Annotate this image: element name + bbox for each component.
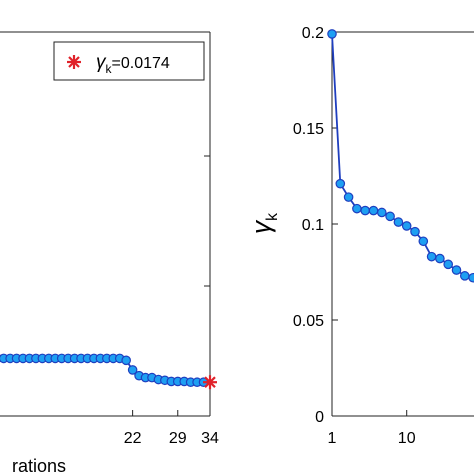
right-plot: 0 0.05 0.1 0.15 0.2 1 10 γk [246, 25, 474, 447]
legend-gamma: γ [96, 52, 107, 73]
right-series [327, 29, 474, 283]
right-data-point [393, 217, 404, 227]
left-x-tick-label: 29 [169, 430, 187, 447]
left-x-axis-label: rations [12, 456, 66, 474]
right-ylabel-gamma: γ [246, 219, 276, 234]
left-data-point [127, 365, 138, 375]
right-y-ticks: 0 0.05 0.1 0.15 0.2 [293, 25, 338, 426]
right-x-ticks: 1 10 [328, 410, 416, 447]
right-data-point [327, 29, 337, 39]
right-data-point [435, 253, 445, 264]
left-x-ticks: 22 29 34 [124, 410, 219, 447]
right-y-tick-label: 0.05 [293, 313, 324, 330]
right-data-point [352, 203, 362, 214]
right-ylabel-subscript: k [264, 212, 281, 221]
right-data-point [335, 178, 346, 189]
left-x-tick-label: 34 [201, 430, 219, 447]
highlight-asterisk-stroke [204, 376, 216, 388]
asterisk-icon [67, 55, 81, 69]
right-data-point [426, 251, 437, 262]
legend-subscript: k [106, 62, 113, 76]
right-data-point [343, 192, 354, 202]
right-data-point [368, 205, 379, 216]
right-data-point [360, 205, 370, 216]
right-data-point [385, 211, 395, 222]
left-series [0, 353, 217, 390]
right-data-point [418, 236, 429, 247]
right-data-point [410, 226, 420, 237]
legend: γk=0.0174 [53, 41, 205, 81]
right-x-tick-label: 10 [398, 430, 416, 447]
left-x-tick-label: 22 [124, 430, 142, 447]
right-data-point [376, 207, 387, 218]
right-y-tick-label: 0.1 [302, 217, 324, 234]
legend-entry: γk=0.0174 [96, 52, 170, 76]
left-plot: 22 29 34 γk=0.0174 rations [0, 31, 219, 474]
right-x-tick-label: 1 [328, 430, 337, 447]
right-y-tick-label: 0.2 [302, 25, 324, 42]
right-data-point [459, 271, 470, 281]
legend-value: =0.0174 [112, 55, 170, 72]
right-data-point [401, 221, 412, 231]
right-y-tick-label: 0 [315, 409, 324, 426]
left-highlight-point [203, 375, 217, 390]
right-series-line [331, 33, 474, 280]
right-data-point [468, 272, 474, 283]
right-y-axis-label: γk [246, 212, 281, 234]
right-data-point [443, 259, 453, 270]
left-data-point [121, 355, 131, 366]
right-y-tick-label: 0.15 [293, 121, 324, 138]
right-data-point [451, 265, 462, 275]
